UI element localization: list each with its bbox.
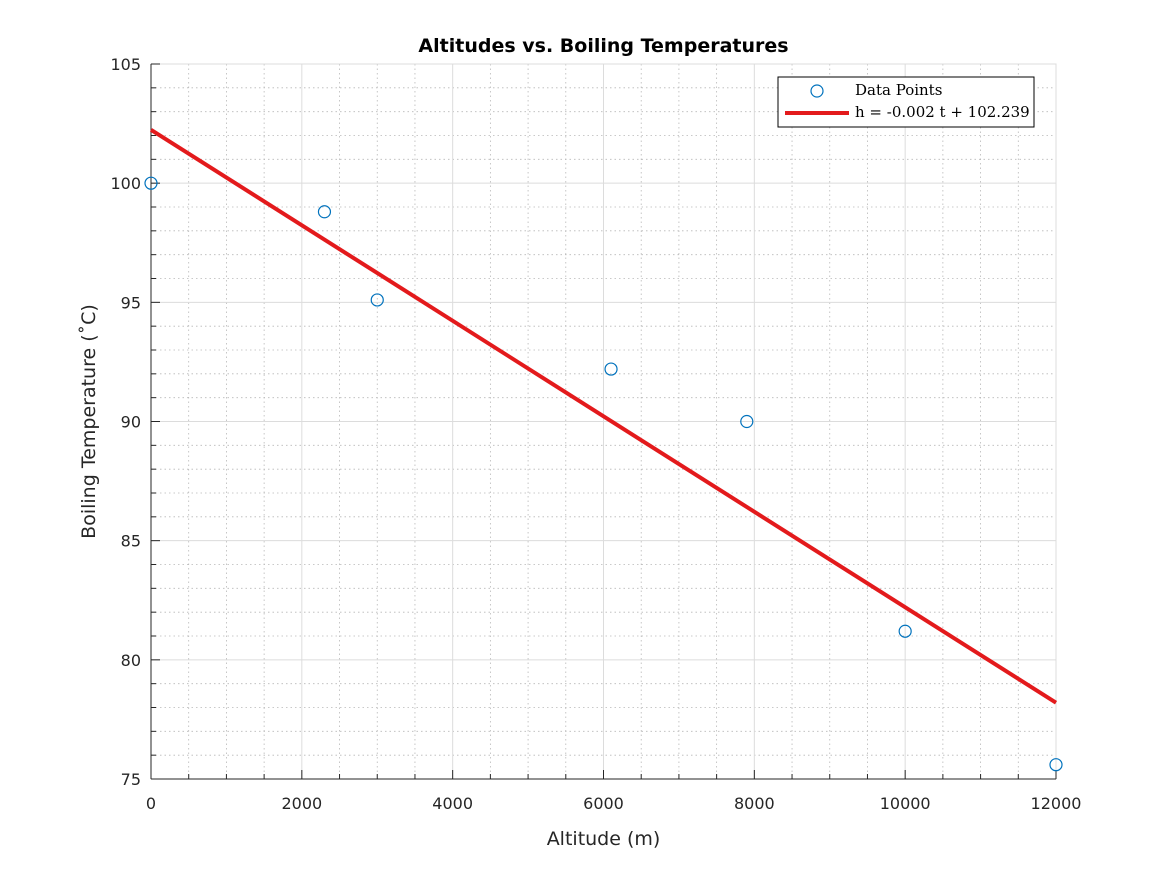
legend-box xyxy=(777,76,1035,128)
data-point xyxy=(370,293,384,307)
x-tick-label: 12000 xyxy=(1031,794,1082,813)
data-point xyxy=(898,624,912,638)
x-tick-label: 2000 xyxy=(281,794,322,813)
legend-label-data-points: Data Points xyxy=(855,81,942,99)
x-tick-label: 0 xyxy=(146,794,156,813)
y-tick-label: 75 xyxy=(121,770,141,789)
data-point xyxy=(740,414,754,429)
y-tick-label: 100 xyxy=(110,174,141,193)
y-tick-label: 80 xyxy=(121,651,141,670)
y-axis-ticks: 75 80 85 90 95 100 105 xyxy=(110,55,160,789)
x-axis-ticks: 0 2000 4000 6000 8000 10000 12000 xyxy=(146,770,1082,813)
legend-label-fit-line: h = -0.002 t + 102.239 xyxy=(855,103,1030,121)
data-point xyxy=(1049,758,1063,772)
fit-line xyxy=(149,128,1058,705)
y-tick-label: 85 xyxy=(121,532,141,551)
y-axis-label: Boiling Temperature (˚C) xyxy=(78,304,100,539)
y-tick-label: 105 xyxy=(110,55,141,74)
data-point xyxy=(144,176,158,190)
legend-marker-data-points xyxy=(810,84,824,98)
data-point xyxy=(317,205,332,219)
x-tick-label: 10000 xyxy=(880,794,931,813)
y-tick-label: 90 xyxy=(121,413,141,432)
x-axis-label: Altitude (m) xyxy=(547,828,661,850)
x-tick-label: 6000 xyxy=(583,794,624,813)
x-tick-label: 8000 xyxy=(734,794,775,813)
legend: Data Points h = -0.002 t + 102.239 xyxy=(777,76,1035,128)
data-point xyxy=(604,362,618,376)
major-grid xyxy=(151,64,1056,779)
series-layer xyxy=(144,128,1063,772)
chart-title: Altitudes vs. Boiling Temperatures xyxy=(418,35,788,57)
y-tick-label: 95 xyxy=(121,293,141,312)
x-tick-label: 4000 xyxy=(432,794,473,813)
